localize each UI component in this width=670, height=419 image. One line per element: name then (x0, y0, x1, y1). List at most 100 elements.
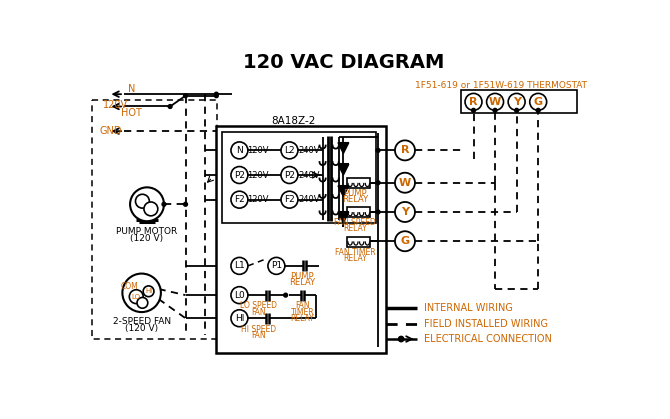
Text: INTERNAL WIRING: INTERNAL WIRING (424, 303, 513, 313)
Text: HI: HI (234, 314, 244, 323)
Polygon shape (338, 186, 349, 197)
Text: 240V: 240V (299, 171, 320, 179)
Text: (120 V): (120 V) (131, 234, 163, 243)
Text: TIMER: TIMER (291, 308, 314, 317)
Circle shape (281, 142, 298, 159)
Text: F2: F2 (234, 195, 245, 204)
Circle shape (395, 140, 415, 160)
Text: 120V: 120V (247, 195, 269, 204)
Text: W: W (489, 97, 501, 107)
Circle shape (231, 257, 248, 274)
Circle shape (395, 202, 415, 222)
Text: PUMP MOTOR: PUMP MOTOR (117, 227, 178, 236)
Polygon shape (338, 143, 349, 153)
Text: L0: L0 (234, 291, 245, 300)
Text: LO SPEED: LO SPEED (240, 301, 277, 310)
Circle shape (376, 148, 380, 152)
Text: RELAY: RELAY (342, 195, 368, 204)
Text: PUMP: PUMP (290, 272, 314, 281)
Circle shape (231, 166, 248, 184)
Text: 240V: 240V (299, 146, 320, 155)
Circle shape (486, 93, 504, 110)
Text: 1F51-619 or 1F51W-619 THERMOSTAT: 1F51-619 or 1F51W-619 THERMOSTAT (415, 81, 587, 90)
Text: FAN: FAN (295, 301, 310, 310)
Polygon shape (338, 212, 349, 223)
Text: P2: P2 (234, 171, 245, 179)
Text: FAN: FAN (251, 331, 266, 340)
Text: HI SPEED: HI SPEED (241, 325, 276, 334)
Text: N: N (128, 84, 135, 94)
Text: W: W (399, 178, 411, 188)
Circle shape (231, 191, 248, 208)
Circle shape (395, 231, 415, 251)
Text: Y: Y (401, 207, 409, 217)
Circle shape (143, 286, 154, 297)
Circle shape (281, 166, 298, 184)
Circle shape (214, 94, 218, 98)
Text: RELAY: RELAY (343, 253, 366, 263)
Circle shape (144, 202, 158, 216)
Circle shape (472, 109, 476, 112)
Text: R: R (469, 97, 478, 107)
Text: G: G (533, 97, 543, 107)
Text: GND: GND (99, 126, 122, 136)
Bar (92, 100, 217, 339)
Polygon shape (338, 164, 349, 175)
Circle shape (395, 173, 415, 193)
Text: F2: F2 (284, 195, 295, 204)
Circle shape (135, 194, 149, 208)
Circle shape (231, 287, 248, 304)
Text: 120V: 120V (247, 146, 269, 155)
Circle shape (536, 109, 540, 112)
Text: RELAY: RELAY (289, 278, 315, 287)
Bar (347, 207, 371, 217)
Bar (461, 91, 577, 114)
Text: ELECTRICAL CONNECTION: ELECTRICAL CONNECTION (424, 334, 552, 344)
Text: FAN TIMER: FAN TIMER (334, 248, 375, 256)
Text: 120V: 120V (247, 171, 269, 179)
Text: RELAY: RELAY (291, 314, 314, 323)
Circle shape (283, 293, 287, 297)
Circle shape (129, 290, 143, 304)
Circle shape (123, 274, 161, 312)
Circle shape (268, 257, 285, 274)
Circle shape (168, 105, 172, 109)
Bar (216, 126, 386, 353)
Circle shape (399, 336, 404, 342)
Circle shape (508, 93, 525, 110)
Text: FAN SPEED: FAN SPEED (334, 218, 376, 227)
Circle shape (231, 142, 248, 159)
Circle shape (376, 181, 380, 185)
Circle shape (231, 310, 248, 327)
Text: FIELD INSTALLED WIRING: FIELD INSTALLED WIRING (424, 318, 548, 328)
Bar (222, 132, 377, 223)
Circle shape (137, 297, 148, 308)
Circle shape (184, 94, 188, 98)
Text: 120V: 120V (103, 100, 128, 110)
Text: LO: LO (132, 294, 141, 300)
Text: HOT: HOT (121, 108, 142, 118)
Bar (347, 178, 371, 188)
Text: N: N (236, 146, 243, 155)
Text: RELAY: RELAY (343, 225, 366, 233)
Text: R: R (401, 145, 409, 155)
Circle shape (465, 93, 482, 110)
Circle shape (530, 93, 547, 110)
Circle shape (493, 109, 497, 112)
Text: FAN: FAN (251, 308, 266, 317)
Text: COM: COM (121, 282, 138, 291)
Text: PUMP: PUMP (343, 189, 366, 198)
Text: HI: HI (145, 288, 152, 294)
Text: L1: L1 (234, 261, 245, 270)
Circle shape (130, 187, 164, 221)
Circle shape (281, 191, 298, 208)
Circle shape (162, 202, 166, 206)
Text: P2: P2 (284, 171, 295, 179)
Text: 120 VAC DIAGRAM: 120 VAC DIAGRAM (243, 53, 444, 72)
Text: L2: L2 (284, 146, 295, 155)
Text: 240V: 240V (299, 195, 320, 204)
Circle shape (515, 109, 519, 112)
Text: G: G (401, 236, 409, 246)
Circle shape (376, 210, 380, 214)
Text: (120 V): (120 V) (125, 324, 158, 333)
